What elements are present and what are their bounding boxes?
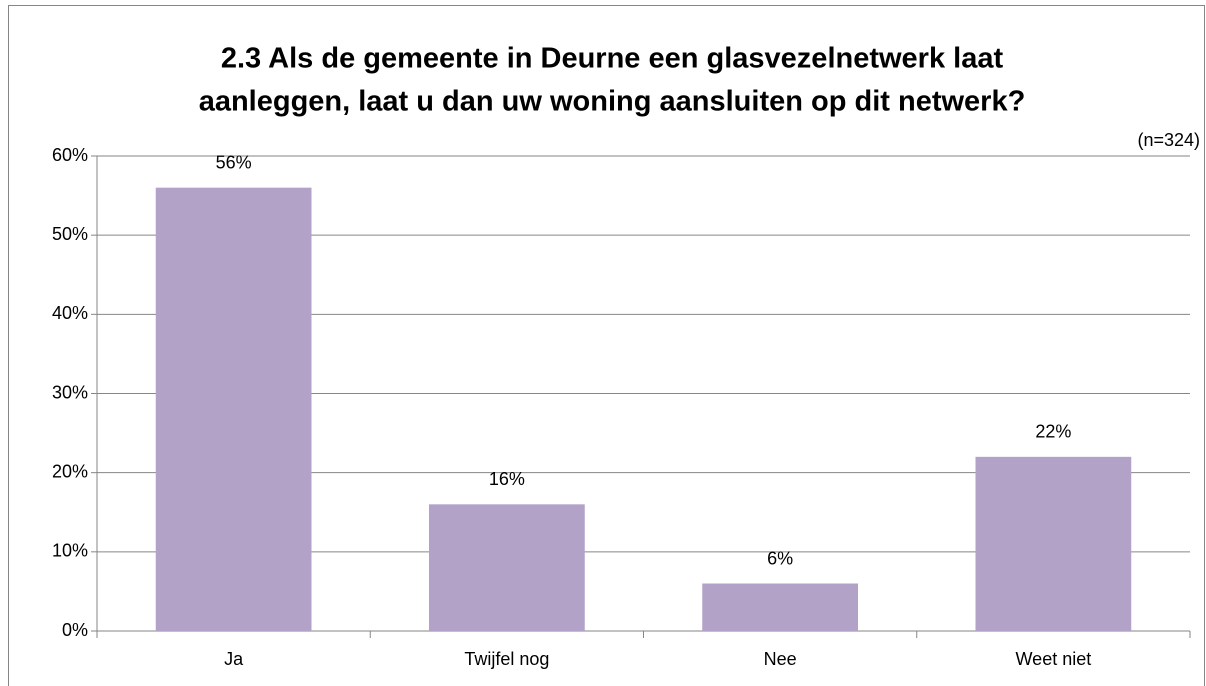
y-tick-label: 40% xyxy=(52,303,88,323)
y-tick-label: 30% xyxy=(52,382,88,402)
bar xyxy=(155,187,312,631)
data-label: 6% xyxy=(767,548,793,568)
y-tick-label: 50% xyxy=(52,224,88,244)
x-tick-label: Weet niet xyxy=(1016,649,1092,669)
x-tick-label: Nee xyxy=(764,649,797,669)
data-label: 22% xyxy=(1035,422,1071,442)
x-tick-label: Twijfel nog xyxy=(464,649,549,669)
bar xyxy=(975,456,1132,631)
bar xyxy=(702,583,859,631)
data-label: 56% xyxy=(216,152,252,172)
annotation: (n=324) xyxy=(1137,130,1200,150)
bar xyxy=(428,504,585,631)
chart-frame xyxy=(8,5,1205,686)
data-label: 16% xyxy=(489,469,525,489)
y-tick-label: 10% xyxy=(52,541,88,561)
x-tick-label: Ja xyxy=(224,649,244,669)
y-tick-label: 60% xyxy=(52,145,88,165)
chart-title: aanleggen, laat u dan uw woning aansluit… xyxy=(199,86,1026,118)
y-tick-label: 20% xyxy=(52,461,88,481)
y-tick-label: 0% xyxy=(62,620,88,640)
chart-title: 2.3 Als de gemeente in Deurne een glasve… xyxy=(221,43,1004,75)
